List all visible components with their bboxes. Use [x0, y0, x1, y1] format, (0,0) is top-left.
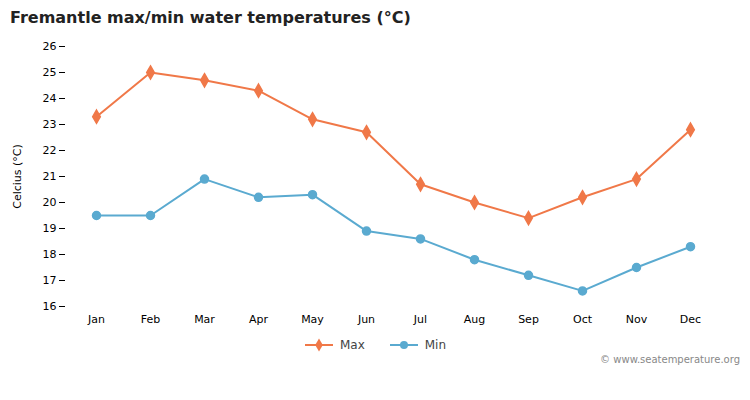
svg-text:Dec: Dec: [680, 313, 701, 326]
svg-text:Sep: Sep: [518, 313, 539, 326]
svg-text:16: 16: [43, 300, 57, 313]
svg-text:Oct: Oct: [573, 313, 593, 326]
svg-text:25: 25: [43, 66, 57, 79]
svg-text:20: 20: [43, 196, 57, 209]
svg-text:Jan: Jan: [87, 313, 105, 326]
svg-text:Feb: Feb: [141, 313, 160, 326]
svg-text:Nov: Nov: [626, 313, 648, 326]
svg-text:Apr: Apr: [249, 313, 269, 326]
svg-text:22: 22: [43, 144, 57, 157]
svg-text:May: May: [301, 313, 324, 326]
html-text:© www.seatemperature.org: © www.seatemperature.org: [600, 354, 740, 365]
svg-text:24: 24: [43, 92, 57, 105]
svg-text:21: 21: [43, 170, 57, 183]
svg-text:Aug: Aug: [464, 313, 485, 326]
svg-text:Celcius (°C): Celcius (°C): [11, 144, 24, 209]
svg-text:Jul: Jul: [413, 313, 427, 326]
svg-text:Jun: Jun: [357, 313, 375, 326]
html-text:Max: Max: [339, 338, 365, 352]
svg-text:18: 18: [43, 248, 57, 261]
svg-text:26: 26: [43, 40, 57, 53]
svg-text:23: 23: [43, 118, 57, 131]
svg-text:Mar: Mar: [194, 313, 215, 326]
svg-text:19: 19: [43, 222, 57, 235]
svg-text:17: 17: [43, 274, 57, 287]
html-text:Min: Min: [424, 338, 446, 352]
html-text:Fremantle max/min water temper: Fremantle max/min water temperatures (°C…: [10, 8, 411, 27]
